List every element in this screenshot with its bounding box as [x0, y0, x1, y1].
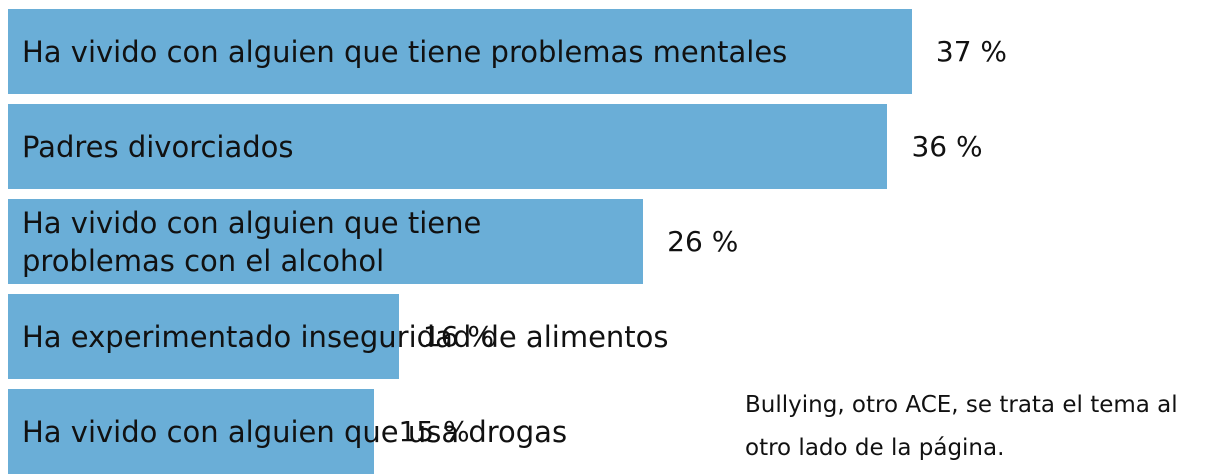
bar: [8, 389, 375, 474]
bar: [8, 104, 888, 189]
bar: [8, 199, 644, 284]
value-label: 37 %: [935, 35, 1008, 68]
category-label: Ha vivido con alguien que tiene problema…: [22, 34, 788, 69]
bar: [8, 294, 399, 379]
annotation: Bullying, otro ACE, se trata el tema al …: [745, 392, 1178, 461]
value-label: 16 %: [422, 320, 495, 353]
category-label: Ha vivido con alguien que usa drogas: [22, 414, 568, 449]
value-label: 26 %: [667, 225, 739, 258]
value-label: 36 %: [911, 130, 983, 163]
category-label: Ha experimentado inseguridad de alimento…: [22, 319, 669, 354]
category-label: Padres divorciados: [22, 129, 294, 164]
value-label: 15 %: [398, 415, 470, 448]
bar: [8, 9, 912, 94]
category-label: Ha vivido con alguien que tiene problema…: [22, 205, 482, 278]
